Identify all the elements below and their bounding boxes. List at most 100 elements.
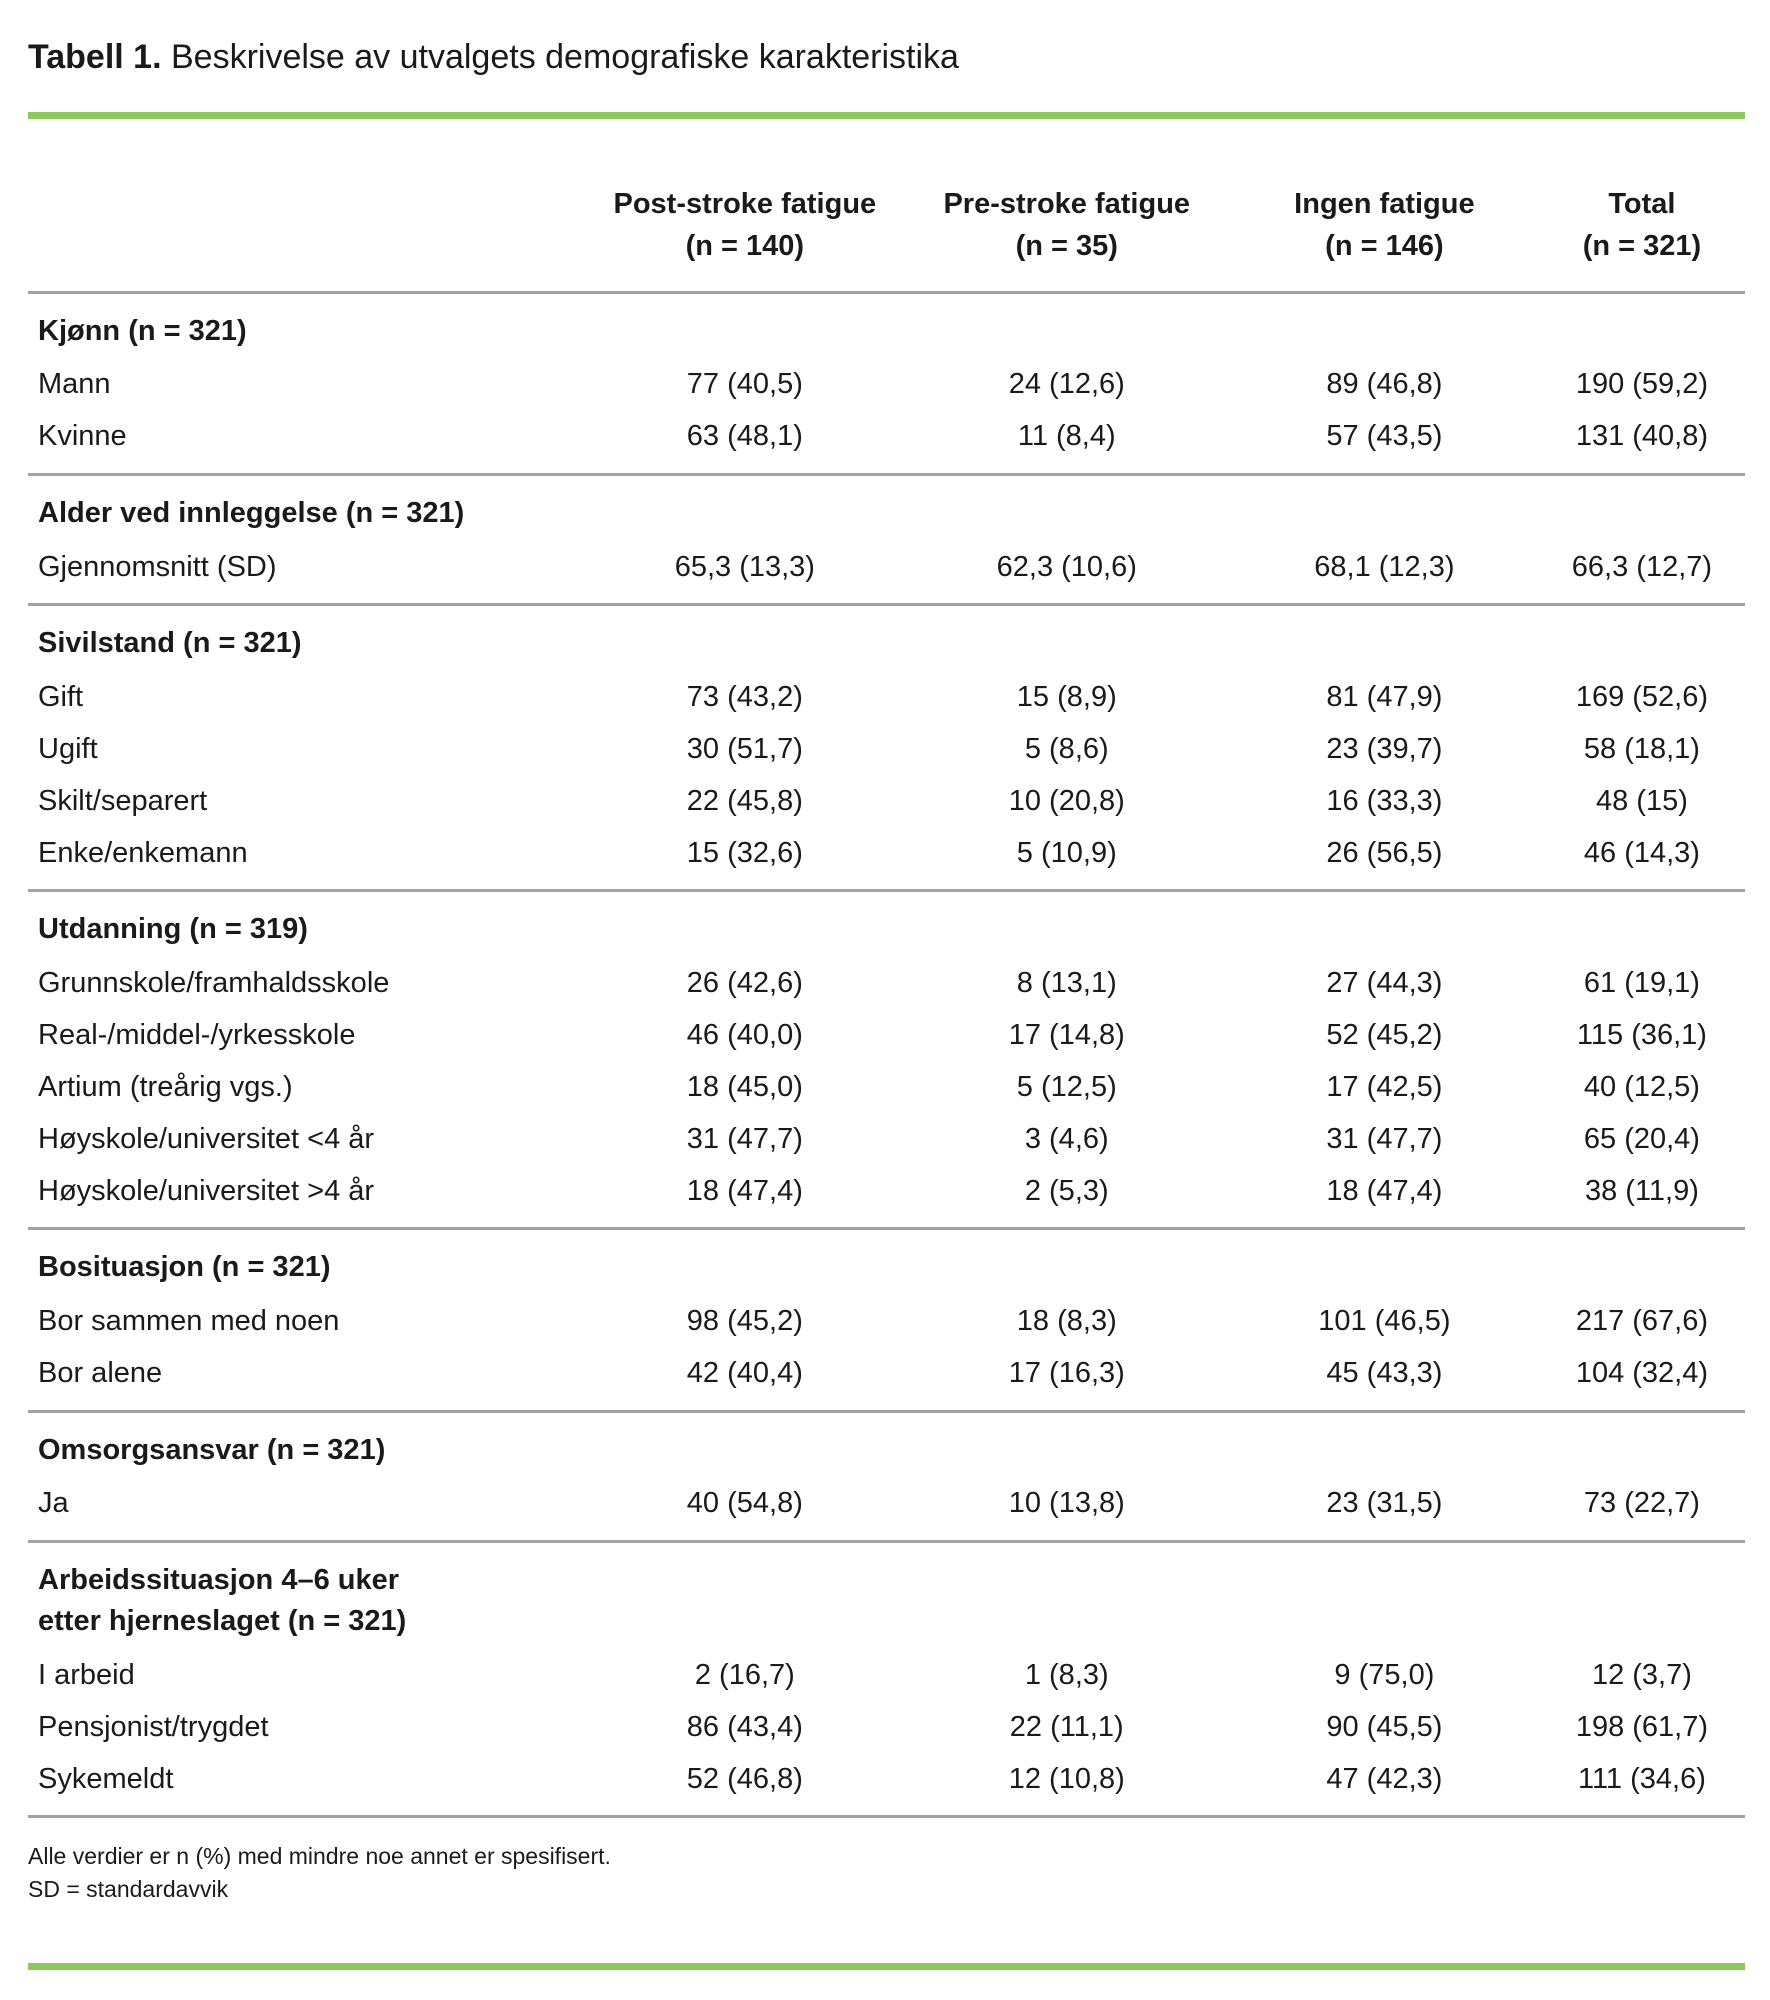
table-cell: 31 (47,7): [1326, 1122, 1443, 1155]
table-cell: 11 (8,4): [1017, 420, 1116, 453]
table-cell: 12 (3,7): [1591, 1658, 1692, 1691]
table-cell: 62,3 (10,6): [996, 550, 1137, 583]
table-cell: 104 (32,4): [1575, 1357, 1709, 1390]
table-cell: 3 (4,6): [1024, 1122, 1109, 1155]
table-section: Omsorgsansvar (n = 321) Ja 40 (54,8) 10 (13…: [28, 1409, 1745, 1540]
table-cell: 26 (42,6): [686, 966, 803, 999]
column-header-pre-stroke: Pre-stroke fatigue (n = 35): [904, 183, 1230, 267]
table-row: Bor alene 42 (40,4) 17 (16,3) 45 (43,3) 104 …: [28, 1348, 1745, 1400]
section-header: Sivilstand (n = 321): [38, 627, 302, 660]
section-header: Utdanning (n = 319): [38, 913, 308, 946]
table-cell: 23 (31,5): [1326, 1487, 1443, 1520]
table-row: Sykemeldt 52 (46,8) 12 (10,8) 47 (42,3) 111 …: [28, 1753, 1745, 1805]
table-section: Utdanning (n = 319) Grunnskole/framhaldss…: [28, 889, 1745, 1227]
table-row: Ja 40 (54,8) 10 (13,8) 23 (31,5) 73 (22,7): [28, 1478, 1745, 1530]
table-cell: 101 (46,5): [1318, 1305, 1451, 1338]
table-cell: 2 (5,3): [1024, 1174, 1109, 1207]
table-cell: 52 (45,2): [1326, 1018, 1443, 1051]
table-caption: Beskrivelse av utvalgets demografiske ka…: [161, 38, 959, 76]
table-cell: 18 (8,3): [1016, 1305, 1117, 1338]
table-row: Høyskole/universitet <4 år 31 (47,7) 3 (4,…: [28, 1113, 1745, 1165]
row-label: Bor sammen med noen: [38, 1305, 340, 1338]
table-cell: 42 (40,4): [686, 1357, 803, 1390]
table-section: Arbeidssituasjon 4–6 uker etter hjernesl…: [28, 1539, 1745, 1815]
section-header: Kjønn (n = 321): [38, 314, 247, 347]
table-cell: 15 (32,6): [686, 836, 803, 869]
footnote-values-note: Alle verdier er n (%) med mindre noe ann…: [28, 1843, 611, 1870]
table-cell: 15 (8,9): [1016, 680, 1117, 713]
column-header-n: (n = 35): [1015, 229, 1118, 262]
row-label: Gjennomsnitt (SD): [38, 550, 277, 583]
table-cell: 5 (12,5): [1016, 1070, 1117, 1103]
table-cell: 17 (16,3): [1008, 1357, 1125, 1390]
table-cell: 10 (20,8): [1008, 784, 1125, 817]
column-header-n: (n = 321): [1582, 229, 1702, 262]
table-cell: 1 (8,3): [1024, 1658, 1109, 1691]
table-cell: 46 (40,0): [686, 1018, 803, 1051]
table-row: Høyskole/universitet >4 år 18 (47,4) 2 (5,…: [28, 1165, 1745, 1217]
row-label: Bor alene: [38, 1357, 163, 1390]
table-cell: 12 (10,8): [1008, 1762, 1125, 1795]
table-cell: 111 (34,6): [1577, 1762, 1706, 1795]
table-cell: 8 (13,1): [1016, 966, 1117, 999]
table-cell: 27 (44,3): [1326, 966, 1443, 999]
row-label: Pensjonist/trygdet: [38, 1710, 269, 1743]
top-green-rule: [28, 111, 1745, 119]
table-cell: 73 (43,2): [686, 680, 803, 713]
table-cell: 57 (43,5): [1326, 420, 1443, 453]
section-header: Bosituasjon (n = 321): [38, 1251, 331, 1284]
table-cell: 66,3 (12,7): [1571, 550, 1713, 583]
column-header-n: (n = 140): [685, 229, 805, 262]
table-cell: 40 (54,8): [686, 1487, 803, 1520]
table-cell: 65 (20,4): [1583, 1122, 1700, 1155]
table-cell: 65,3 (13,3): [674, 550, 815, 583]
table-cell: 9 (75,0): [1334, 1658, 1435, 1691]
table-cell: 86 (43,4): [686, 1710, 803, 1743]
table-section: Bosituasjon (n = 321) Bor sammen med noen…: [28, 1227, 1745, 1409]
column-header-label: Ingen fatigue: [1294, 187, 1475, 220]
table-row: Gjennomsnitt (SD) 65,3 (13,3) 62,3 (10,6) 6…: [28, 541, 1745, 593]
bottom-spacer: [28, 1907, 1745, 1963]
table-footnotes: Alle verdier er n (%) med mindre noe ann…: [28, 1815, 1745, 1907]
column-header-label: Pre-stroke fatigue: [943, 187, 1191, 220]
table-section: Sivilstand (n = 321) Gift 73 (43,2) 15 (8,9…: [28, 603, 1745, 889]
table-cell: 73 (22,7): [1583, 1487, 1700, 1520]
table-sections: Kjønn (n = 321) Mann 77 (40,5) 24 (12,6) 89 …: [28, 290, 1745, 1815]
row-label: Artium (treårig vgs.): [38, 1070, 293, 1103]
footnote-sd-note: SD = standardavvik: [28, 1876, 229, 1903]
table-cell: 89 (46,8): [1326, 368, 1443, 401]
table-row: Pensjonist/trygdet 86 (43,4) 22 (11,1) 90 (…: [28, 1701, 1745, 1753]
table-row: Artium (treårig vgs.) 18 (45,0) 5 (12,5) 17…: [28, 1061, 1745, 1113]
page-title: Tabell 1. Beskrivelse av utvalgets demog…: [28, 34, 1745, 82]
table-row: Ugift 30 (51,7) 5 (8,6) 23 (39,7) 58 (18,1): [28, 723, 1745, 775]
table-cell: 115 (36,1): [1576, 1018, 1707, 1051]
section-header: Omsorgsansvar (n = 321): [38, 1433, 386, 1466]
table-row: Kvinne 63 (48,1) 11 (8,4) 57 (43,5) 131 (40,…: [28, 411, 1745, 463]
table-row: I arbeid 2 (16,7) 1 (8,3) 9 (75,0) 12 (3,7): [28, 1649, 1745, 1701]
table-cell: 16 (33,3): [1326, 784, 1443, 817]
table-cell: 31 (47,7): [686, 1122, 803, 1155]
column-header-post-stroke: Post-stroke fatigue (n = 140): [586, 183, 904, 267]
section-header: Arbeidssituasjon 4–6 uker etter hjernesl…: [38, 1563, 407, 1637]
table-cell: 169 (52,6): [1575, 680, 1709, 713]
row-label: Sykemeldt: [38, 1762, 174, 1795]
table-cell: 23 (39,7): [1326, 732, 1443, 765]
table-cell: 61 (19,1): [1583, 966, 1700, 999]
row-label: Ugift: [38, 732, 98, 765]
table-row: Skilt/separert 22 (45,8) 10 (20,8) 16 (33,3…: [28, 775, 1745, 827]
table-cell: 98 (45,2): [686, 1305, 803, 1338]
row-label: I arbeid: [38, 1658, 135, 1691]
table-cell: 18 (47,4): [1326, 1174, 1443, 1207]
table-section: Kjønn (n = 321) Mann 77 (40,5) 24 (12,6) 89 …: [28, 290, 1745, 473]
table-cell: 38 (11,9): [1584, 1174, 1699, 1207]
table-cell: 5 (10,9): [1016, 836, 1117, 869]
table-cell: 45 (43,3): [1326, 1357, 1443, 1390]
bottom-green-rule: [28, 1962, 1745, 1970]
table-cell: 18 (47,4): [686, 1174, 803, 1207]
table-cell: 198 (61,7): [1575, 1710, 1709, 1743]
table-section: Alder ved innleggelse (n = 321) Gjennomsn…: [28, 472, 1745, 603]
table-cell: 58 (18,1): [1583, 732, 1700, 765]
table-cell: 63 (48,1): [686, 420, 803, 453]
table-cell: 30 (51,7): [686, 732, 803, 765]
section-header: Alder ved innleggelse (n = 321): [38, 496, 465, 529]
